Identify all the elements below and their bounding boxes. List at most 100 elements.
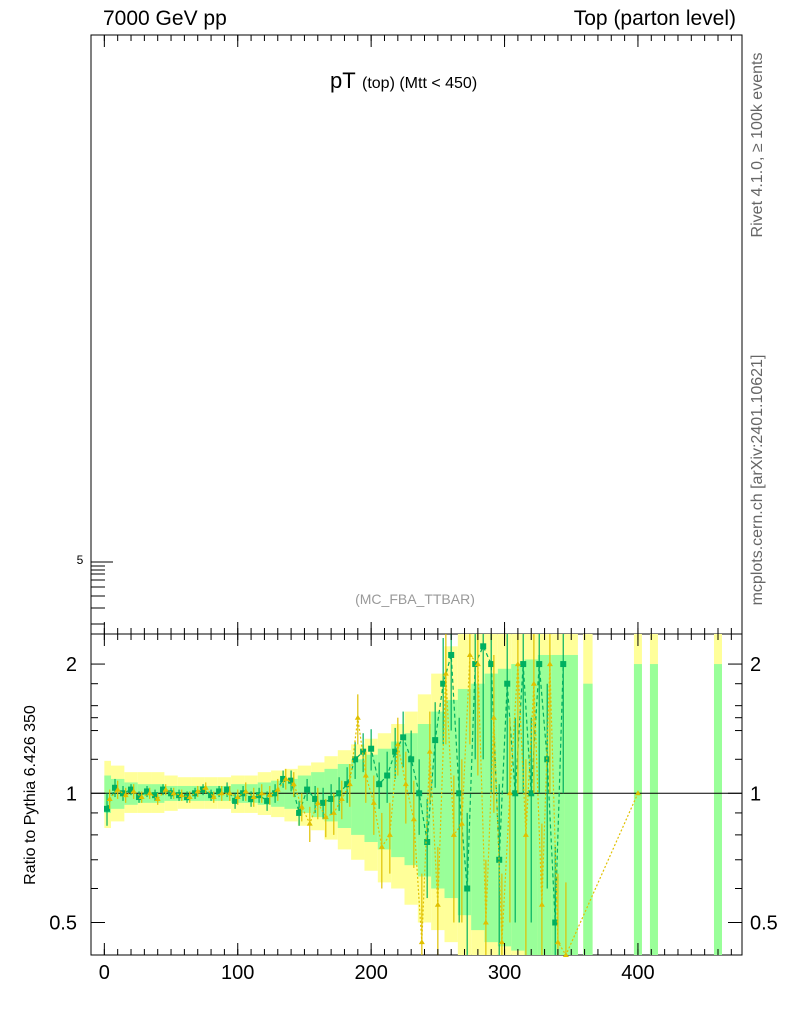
header-right-title: Top (parton level) (573, 7, 736, 30)
series-1-point (464, 885, 471, 892)
series-1-point (232, 797, 239, 804)
series-1-point (280, 775, 287, 782)
series-2-point (418, 939, 425, 945)
ratio-band-green (511, 664, 525, 951)
series-2-point (162, 786, 169, 792)
series-1-point (144, 788, 151, 795)
series-2-point (202, 784, 209, 790)
series-2-point (282, 775, 289, 781)
series-2-point (466, 651, 473, 657)
series-2-point (114, 786, 121, 792)
series-2-point (338, 795, 345, 801)
series-1-point (416, 790, 423, 797)
series-2-point (290, 781, 297, 787)
axes-layer: 0 100 200 300 400 0.5 0.5 1 1 2 2 (49, 35, 778, 984)
ratio-y-axis-label: Ratio to Pythia 6.426 350 (22, 705, 39, 885)
series-2-point (442, 670, 449, 676)
series-2-point (194, 788, 201, 794)
series-1-point (112, 784, 119, 791)
series-2-point (250, 794, 257, 800)
series-1-point (208, 792, 215, 799)
series-1-point (536, 661, 543, 668)
ratio-band-green (497, 668, 512, 947)
ratio-x-tick-label: 400 (621, 962, 654, 984)
series-2-point (498, 939, 505, 945)
ratio-band-green (484, 673, 498, 943)
series-1-point (448, 651, 455, 658)
series-2-point (434, 901, 441, 907)
series-2-point (170, 790, 177, 796)
ratio-panel-frame (90, 633, 743, 956)
series-1-point (320, 799, 327, 806)
series-2-point (450, 831, 457, 837)
series-1-point (352, 756, 359, 763)
series-2-point (154, 795, 161, 801)
ratio-band-green (351, 759, 365, 835)
series-1-point (176, 792, 183, 799)
series-1-point (528, 790, 535, 797)
ratio-y-tick-label: 0.5 (49, 912, 77, 934)
series-2-point (378, 843, 385, 849)
series-2-point (122, 792, 129, 798)
series-1-point (512, 790, 519, 797)
series-1-point (272, 790, 279, 797)
series-2-point (482, 919, 489, 925)
ratio-band-green (391, 741, 405, 858)
series-2-point (514, 661, 521, 667)
series-1-point (184, 794, 191, 801)
series-1-point (520, 661, 527, 668)
series-2-point (458, 820, 465, 826)
main-subtitle: (top) (Mtt < 450) (362, 75, 477, 92)
series-2-point (394, 741, 401, 747)
series-2-point (298, 803, 305, 809)
series-1-point (424, 839, 431, 846)
series-2-point (306, 820, 313, 826)
series-2-point (354, 714, 361, 720)
series-1-point (328, 795, 335, 802)
ratio-band-green (457, 688, 472, 916)
ratio-series-layer (104, 634, 641, 957)
series-2-point (634, 790, 641, 796)
series-2-point (538, 901, 545, 907)
series-2-point (218, 790, 225, 796)
series-1-point (224, 786, 231, 793)
series-1-point (344, 781, 351, 788)
main-panel-frame (90, 34, 743, 635)
series-2-point (274, 786, 281, 792)
series-1-point (376, 781, 383, 788)
ratio-y-tick-label: 2 (66, 654, 77, 676)
main-y-tick-label: 5 (77, 553, 84, 567)
ratio-band-green (337, 764, 352, 829)
ratio-y-tick-label-right: 1 (750, 783, 761, 805)
series-1-point (216, 788, 223, 795)
series-1-point (456, 790, 463, 797)
series-1-point (400, 734, 407, 741)
ratio-x-tick-label: 200 (354, 962, 387, 984)
series-1-point (336, 790, 343, 797)
series-2-point (210, 794, 217, 800)
series-1-point (168, 790, 175, 797)
series-1-point (312, 795, 319, 802)
series-1-point (560, 661, 567, 668)
ratio-band-green (471, 683, 485, 931)
series-1-point (432, 737, 439, 744)
series-1-point (104, 805, 111, 812)
series-2-point (330, 809, 337, 815)
series-2-point (106, 795, 113, 801)
header-left-title: 7000 GeV pp (103, 7, 227, 30)
analysis-watermark: (MC_FBA_TTBAR) (355, 591, 475, 607)
series-1-point (488, 661, 495, 668)
series-2-point (266, 792, 273, 798)
series-2-point (562, 952, 569, 957)
series-1-point (496, 856, 503, 863)
series-2-point (362, 772, 369, 778)
series-1-point (368, 745, 375, 752)
series-1-point (152, 792, 159, 799)
series-1-point (408, 756, 415, 763)
ratio-band-isolated-green (583, 683, 593, 955)
series-2-point (546, 661, 553, 667)
series-1-point (360, 748, 367, 755)
ratio-band-green (104, 775, 112, 813)
series-2-point (522, 831, 529, 837)
series-1-point (552, 919, 559, 926)
